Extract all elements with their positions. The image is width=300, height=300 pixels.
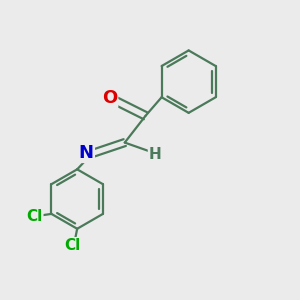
Text: Cl: Cl (64, 238, 81, 253)
Text: H: H (149, 147, 162, 162)
Text: O: O (102, 89, 117, 107)
Text: Cl: Cl (26, 209, 42, 224)
Text: N: N (79, 144, 94, 162)
